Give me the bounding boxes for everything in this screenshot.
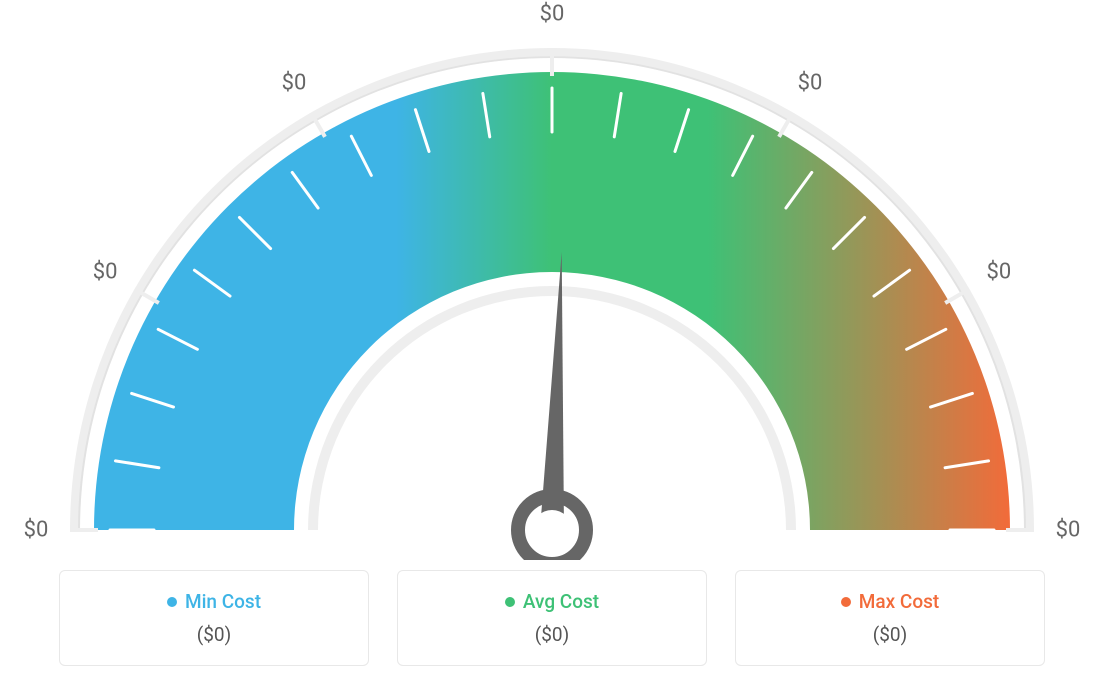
- legend-label-avg: Avg Cost: [523, 590, 599, 613]
- legend-label-group: Max Cost: [841, 590, 939, 613]
- legend-label-group: Min Cost: [167, 590, 261, 613]
- legend-card-max: Max Cost ($0): [735, 570, 1045, 666]
- legend-value-avg: ($0): [535, 623, 569, 646]
- gauge-area: $0 $0 $0 $0 $0 $0 $0: [0, 0, 1104, 560]
- legend-dot-avg: [505, 597, 515, 607]
- legend-card-min: Min Cost ($0): [59, 570, 369, 666]
- legend-dot-max: [841, 597, 851, 607]
- legend-dot-min: [167, 597, 177, 607]
- gauge-tick-label: $0: [540, 2, 565, 27]
- cost-gauge-widget: $0 $0 $0 $0 $0 $0 $0 Min Cost ($0) Avg Cost ($…: [0, 0, 1104, 690]
- legend-row: Min Cost ($0) Avg Cost ($0) Max Cost ($0…: [0, 570, 1104, 666]
- legend-label-min: Min Cost: [185, 590, 261, 613]
- legend-card-avg: Avg Cost ($0): [397, 570, 707, 666]
- gauge-tick-label: $0: [798, 71, 823, 96]
- gauge-tick-label: $0: [986, 260, 1011, 285]
- legend-label-max: Max Cost: [859, 590, 939, 613]
- legend-label-group: Avg Cost: [505, 590, 599, 613]
- gauge-tick-label: $0: [93, 260, 118, 285]
- legend-value-max: ($0): [873, 623, 907, 646]
- gauge-tick-label: $0: [1056, 518, 1081, 543]
- gauge-tick-label: $0: [282, 71, 307, 96]
- legend-value-min: ($0): [197, 623, 231, 646]
- gauge-chart: [0, 0, 1104, 560]
- gauge-tick-label: $0: [24, 518, 49, 543]
